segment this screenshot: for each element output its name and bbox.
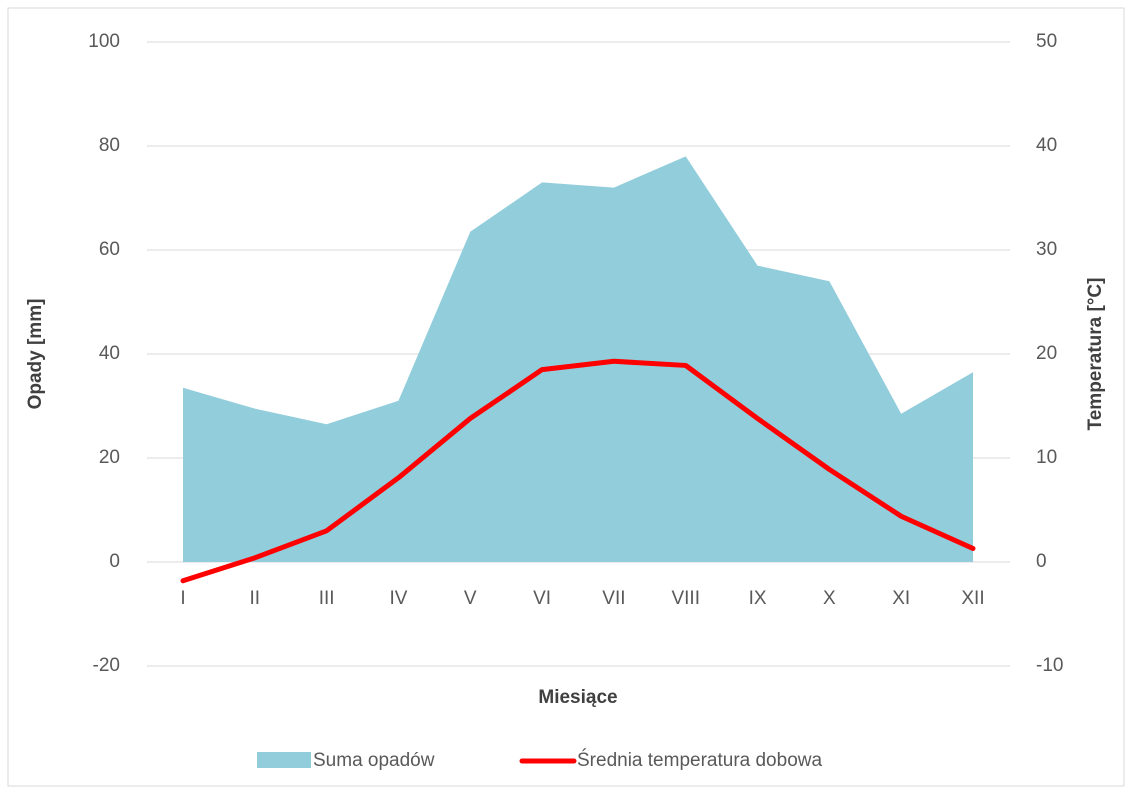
x-tick-label: I xyxy=(180,588,185,609)
y-tick-label: 100 xyxy=(88,31,120,52)
y2-axis-title: Temperatura [°C] xyxy=(1085,278,1106,431)
precipitation-area xyxy=(183,156,973,562)
x-tick-label: XI xyxy=(892,588,910,609)
y-tick-label: 80 xyxy=(99,135,120,156)
x-tick-label: IV xyxy=(389,588,407,609)
y-axis-title: Opady [mm] xyxy=(25,299,46,410)
x-tick-label: II xyxy=(250,588,261,609)
y2-tick-label: 30 xyxy=(1036,239,1057,260)
x-tick-label: VIII xyxy=(671,588,700,609)
legend-label: Suma opadów xyxy=(313,750,435,771)
y-tick-label: 0 xyxy=(109,551,120,572)
x-tick-label: XII xyxy=(961,588,984,609)
y-tick-label: 20 xyxy=(99,447,120,468)
x-tick-label: VII xyxy=(602,588,625,609)
y2-tick-label: 10 xyxy=(1036,447,1057,468)
y2-tick-label: 40 xyxy=(1036,135,1057,156)
x-tick-label: VI xyxy=(533,588,551,609)
x-tick-label: X xyxy=(823,588,836,609)
x-tick-label: IX xyxy=(749,588,767,609)
y2-tick-label: -10 xyxy=(1036,655,1063,676)
y-tick-label: 60 xyxy=(99,239,120,260)
y2-tick-label: 0 xyxy=(1036,551,1047,572)
legend-label: Średnia temperatura dobowa xyxy=(577,749,822,771)
x-tick-label: III xyxy=(319,588,335,609)
legend-swatch-area xyxy=(257,752,311,768)
x-tick-label: V xyxy=(464,588,477,609)
y2-tick-label: 20 xyxy=(1036,343,1057,364)
y-tick-label: -20 xyxy=(93,655,120,676)
y2-tick-label: 50 xyxy=(1036,31,1057,52)
x-axis-title: Miesiące xyxy=(538,687,617,708)
temperature-line xyxy=(180,358,976,584)
y-tick-label: 40 xyxy=(99,343,120,364)
